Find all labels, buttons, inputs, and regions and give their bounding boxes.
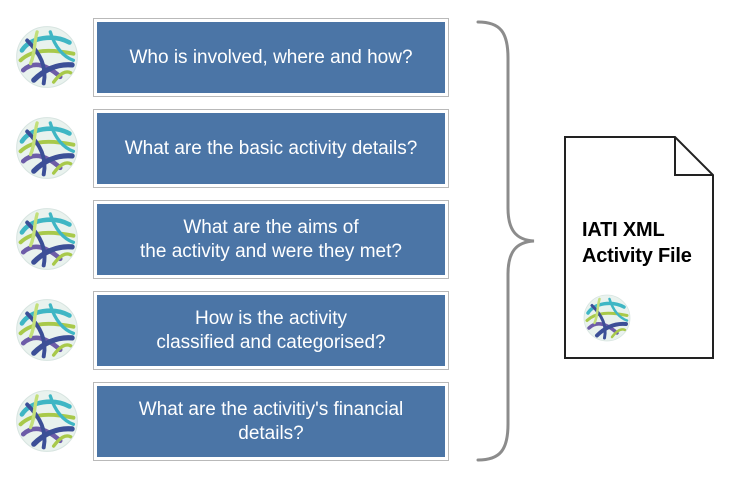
question-text-line-1: What are the activitiy's financial: [139, 398, 403, 422]
question-text-line-2: details?: [139, 422, 403, 446]
question-box: Who is involved, where and how?: [93, 18, 449, 97]
question-row: What are the basic activity details?: [0, 107, 460, 191]
question-box-fill: What are the aims of the activity and we…: [97, 204, 445, 275]
question-box: What are the basic activity details?: [93, 109, 449, 188]
question-row: How is the activity classified and categ…: [0, 289, 460, 373]
iati-logo-icon: [14, 388, 80, 454]
question-text-line-2: the activity and were they met?: [140, 240, 402, 264]
iati-logo-icon: [14, 297, 80, 363]
question-box: What are the activitiy's financial detai…: [93, 382, 449, 461]
iati-logo-icon: [14, 24, 80, 90]
file-title-line-1: IATI XML: [582, 217, 692, 243]
question-row: Who is involved, where and how?: [0, 16, 460, 100]
iati-logo-icon: [14, 206, 80, 272]
question-box-fill: How is the activity classified and categ…: [97, 295, 445, 366]
question-text: What are the basic activity details?: [125, 137, 418, 161]
question-text-line-2: classified and categorised?: [156, 331, 385, 355]
question-box: What are the aims of the activity and we…: [93, 200, 449, 279]
question-box-fill: What are the activitiy's financial detai…: [97, 386, 445, 457]
file-title: IATI XML Activity File: [582, 217, 692, 269]
file-title-line-2: Activity File: [582, 243, 692, 269]
question-row: What are the aims of the activity and we…: [0, 198, 460, 282]
right-brace-icon: [470, 18, 540, 464]
question-row: What are the activitiy's financial detai…: [0, 380, 460, 464]
question-text: Who is involved, where and how?: [129, 46, 412, 70]
question-box: How is the activity classified and categ…: [93, 291, 449, 370]
question-box-fill: What are the basic activity details?: [97, 113, 445, 184]
iati-logo-icon: [14, 115, 80, 181]
question-text-line-1: How is the activity: [156, 307, 385, 331]
question-text-line-1: What are the aims of: [140, 216, 402, 240]
question-box-fill: Who is involved, where and how?: [97, 22, 445, 93]
iati-logo-icon: [582, 293, 632, 343]
